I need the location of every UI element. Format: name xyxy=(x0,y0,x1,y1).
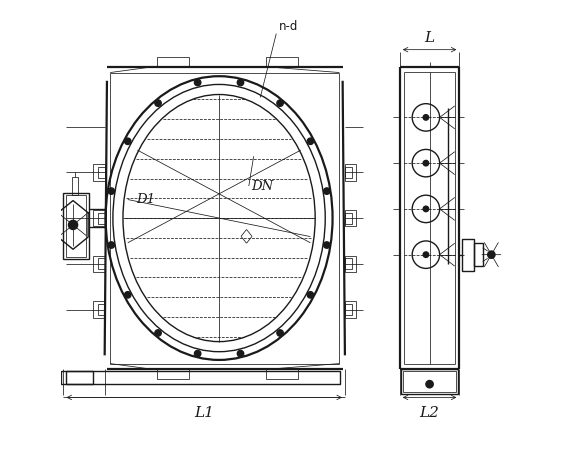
Text: L1: L1 xyxy=(194,406,214,420)
Bar xyxy=(98,167,104,178)
Circle shape xyxy=(324,242,330,248)
Circle shape xyxy=(423,160,429,166)
Circle shape xyxy=(488,251,495,258)
Text: L2: L2 xyxy=(420,406,440,420)
Bar xyxy=(63,193,89,259)
Bar xyxy=(266,57,298,67)
Bar xyxy=(266,369,298,379)
Circle shape xyxy=(277,330,283,336)
Circle shape xyxy=(68,220,78,230)
Bar xyxy=(345,304,352,315)
Text: D1: D1 xyxy=(137,193,155,206)
Bar xyxy=(98,213,104,224)
Circle shape xyxy=(125,291,131,298)
Bar xyxy=(72,177,78,195)
Circle shape xyxy=(108,188,115,194)
Circle shape xyxy=(125,138,131,145)
Bar xyxy=(345,164,356,180)
Bar xyxy=(98,258,104,269)
Bar xyxy=(345,256,356,272)
Circle shape xyxy=(108,242,115,248)
Circle shape xyxy=(426,381,433,388)
Bar xyxy=(345,302,356,318)
Text: n-d: n-d xyxy=(278,20,298,33)
Bar xyxy=(157,57,189,67)
Bar xyxy=(401,369,458,394)
Circle shape xyxy=(155,100,161,106)
Text: L: L xyxy=(425,31,434,45)
Bar xyxy=(93,256,104,272)
Bar xyxy=(93,210,104,226)
Circle shape xyxy=(324,188,330,194)
Circle shape xyxy=(277,100,283,106)
Circle shape xyxy=(423,115,429,120)
Bar xyxy=(157,369,189,379)
Bar xyxy=(93,164,104,180)
Bar xyxy=(66,195,86,257)
Bar xyxy=(462,239,474,271)
Circle shape xyxy=(155,330,161,336)
Bar xyxy=(404,371,456,392)
Bar xyxy=(474,243,483,266)
Circle shape xyxy=(70,222,76,228)
Circle shape xyxy=(423,252,429,257)
Bar xyxy=(66,371,340,384)
Bar xyxy=(345,258,352,269)
Bar xyxy=(345,210,356,226)
Circle shape xyxy=(307,291,314,298)
Circle shape xyxy=(194,350,201,357)
Bar xyxy=(345,213,352,224)
Bar xyxy=(93,302,104,318)
Bar xyxy=(61,371,93,384)
Circle shape xyxy=(307,138,314,145)
Circle shape xyxy=(194,79,201,86)
Bar xyxy=(98,304,104,315)
Circle shape xyxy=(423,206,429,212)
Circle shape xyxy=(237,350,244,357)
Bar xyxy=(345,167,352,178)
Text: DN: DN xyxy=(251,179,273,192)
Circle shape xyxy=(237,79,244,86)
